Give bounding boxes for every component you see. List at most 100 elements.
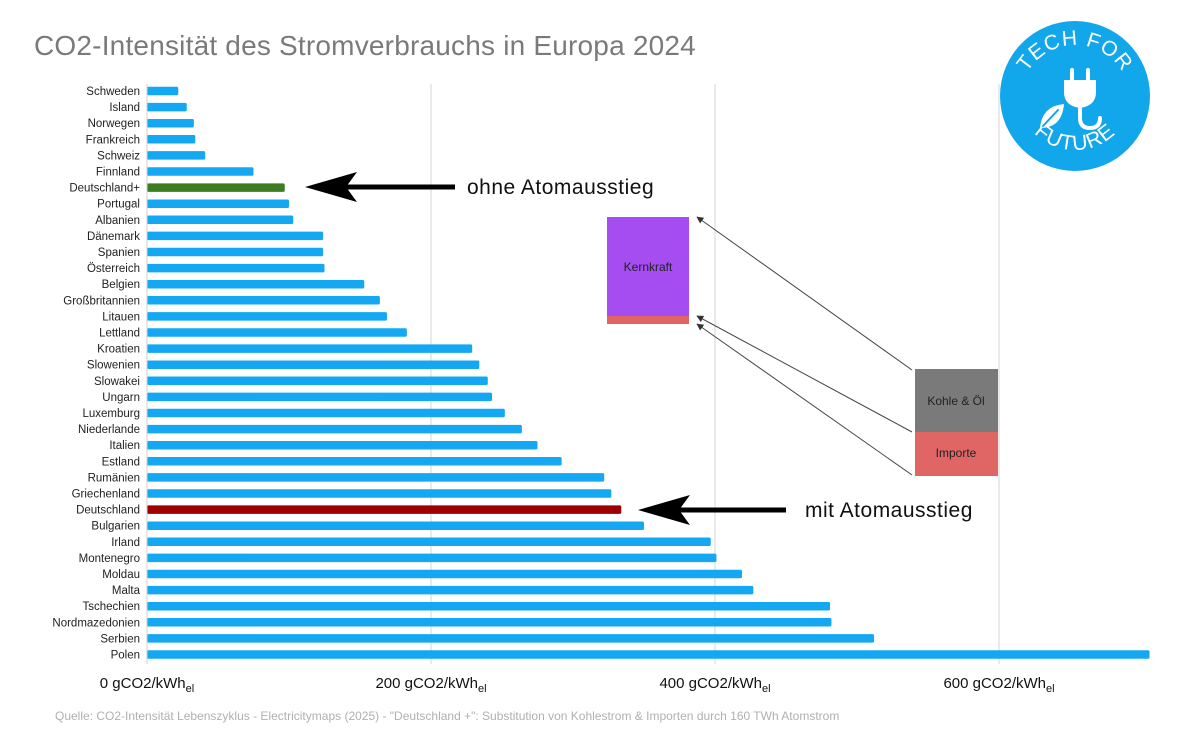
x-tick-label: 600 gCO2/kWhel [943, 675, 1054, 695]
bar-slowakei [147, 376, 488, 386]
bar-frankreich [147, 135, 196, 144]
bar-irland [147, 537, 711, 547]
category-label: Tschechien [82, 601, 140, 613]
bar-lettland [147, 328, 407, 337]
category-label: Dänemark [87, 231, 140, 243]
annotation-text-ohne: ohne Atomausstieg [467, 176, 654, 199]
bar-island [147, 102, 187, 112]
connector-arrow-1 [696, 216, 913, 371]
imports-thin-box [607, 316, 689, 324]
category-label: Frankreich [86, 134, 140, 146]
category-label: Niederlande [78, 424, 140, 436]
plug-leaf-icon [1040, 68, 1102, 131]
bar-malta [147, 585, 754, 595]
category-label: Spanien [98, 247, 140, 259]
category-labels: Schweden Island Norwegen Frankreich Schweiz F… [52, 86, 140, 662]
category-label: Finnland [96, 167, 140, 179]
annotation-mit: mit Atomausstieg [638, 495, 973, 525]
tech-for-future-logo: TECH FOR FUTURE [1000, 21, 1150, 171]
bar-italien [147, 440, 538, 450]
coal-oil-box [915, 369, 998, 432]
bar-österreich [147, 263, 325, 273]
bar-polen [147, 650, 1150, 659]
bar-litauen [147, 312, 387, 321]
annotation-ohne: ohne Atomausstieg [305, 172, 654, 202]
source-note: Quelle: CO2-Intensität Lebenszyklus - El… [55, 709, 840, 723]
imports-box [915, 432, 998, 476]
category-label: Slowenien [87, 360, 140, 372]
category-label: Griechenland [72, 489, 140, 501]
category-label: Island [109, 102, 140, 114]
category-label: Moldau [102, 569, 140, 581]
bar-großbritannien [147, 296, 380, 305]
category-label: Estland [102, 456, 140, 468]
bar-kroatien [147, 344, 473, 353]
arrow-head-ohne [305, 172, 357, 202]
category-label: Österreich [87, 263, 140, 275]
category-label: Kroatien [97, 344, 140, 356]
category-label: Bulgarien [91, 521, 140, 533]
category-label: Albanien [95, 215, 140, 227]
category-label: Litauen [102, 311, 140, 323]
category-label: Lettland [99, 328, 140, 340]
bar-ungarn [147, 392, 493, 402]
category-label: Deutschland+ [69, 183, 140, 195]
bar-portugal [147, 199, 289, 208]
bar-estland [147, 457, 562, 466]
bar-bulgarien [147, 521, 644, 530]
bar-finnland [147, 167, 254, 176]
bar-serbien [147, 634, 875, 643]
bar-spanien [147, 247, 324, 257]
bar-niederlande [147, 424, 522, 434]
grid-lines [430, 84, 1000, 664]
category-label: Deutschland [76, 505, 140, 517]
connector-arrow-3 [696, 323, 913, 476]
category-label: Montenegro [79, 553, 140, 565]
category-label: Schweiz [97, 150, 140, 162]
bar-deutschland- [147, 183, 285, 192]
connector-arrow-2 [696, 315, 913, 433]
arrow-head-mit [638, 495, 690, 525]
nuclear-label: Kernkraft [624, 260, 673, 274]
bar-albanien [147, 215, 294, 225]
chart-title: CO2-Intensität des Stromverbrauchs in Eu… [34, 30, 696, 61]
bars [147, 86, 1150, 659]
category-label: Polen [111, 650, 140, 662]
category-label: Großbritannien [63, 295, 140, 307]
nuclear-box [607, 217, 689, 316]
bar-slowenien [147, 360, 480, 369]
annotation-text-mit: mit Atomausstieg [805, 499, 973, 522]
category-label: Belgien [102, 279, 140, 291]
bar-rumänien [147, 473, 605, 482]
category-label: Rumänien [88, 472, 140, 484]
category-label: Luxemburg [82, 408, 140, 420]
category-label: Norwegen [88, 118, 140, 130]
x-tick-label: 400 gCO2/kWhel [659, 675, 770, 695]
category-label: Irland [111, 537, 140, 549]
bar-belgien [147, 279, 365, 289]
x-axis-ticks: 0 gCO2/kWhel 200 gCO2/kWhel 400 gCO2/kWhel… [100, 675, 1055, 695]
category-label: Nordmazedonien [52, 617, 140, 629]
bar-luxemburg [147, 408, 505, 418]
bar-schweden [147, 86, 179, 96]
inset-diagram: Kernkraft Kohle & Öl Importe [607, 216, 998, 476]
category-label: Schweden [86, 86, 140, 98]
bar-moldau [147, 569, 742, 579]
bar-deutschland [147, 505, 622, 514]
category-label: Serbien [100, 633, 140, 645]
category-label: Malta [112, 585, 141, 597]
x-tick-label: 0 gCO2/kWhel [100, 675, 194, 695]
bar-griechenland [147, 489, 612, 498]
x-tick-label: 200 gCO2/kWhel [375, 675, 486, 695]
imports-label: Importe [936, 446, 977, 460]
bar-montenegro [147, 553, 717, 563]
bar-dänemark [147, 231, 324, 241]
category-label: Slowakei [94, 376, 140, 388]
coal-oil-label: Kohle & Öl [927, 394, 984, 408]
bar-tschechien [147, 601, 831, 611]
bar-norwegen [147, 118, 194, 128]
bar-nordmazedonien [147, 618, 832, 627]
category-label: Italien [109, 440, 140, 452]
bar-schweiz [147, 151, 206, 160]
